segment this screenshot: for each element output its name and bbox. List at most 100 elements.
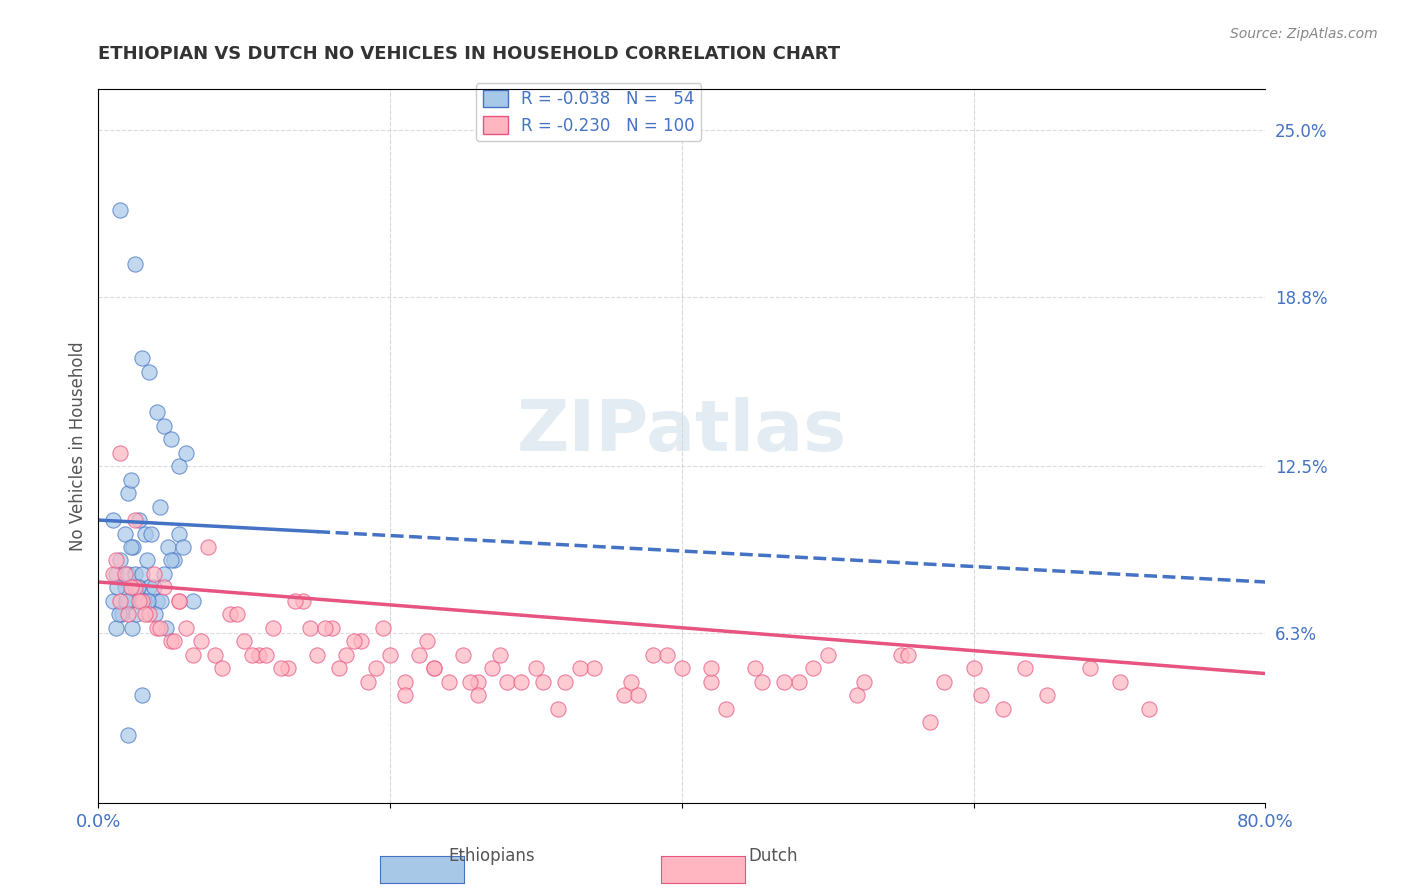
Point <box>423 661 446 675</box>
Point <box>110 553 132 567</box>
Point <box>101 513 124 527</box>
Point <box>115 594 138 608</box>
Point <box>700 661 723 675</box>
Point <box>122 540 145 554</box>
Point <box>890 648 912 662</box>
Point <box>233 634 256 648</box>
Point <box>657 648 679 662</box>
Point <box>124 566 146 581</box>
Point <box>120 473 142 487</box>
Point <box>138 365 160 379</box>
Point <box>1080 661 1102 675</box>
Point <box>641 648 664 662</box>
Point <box>321 621 343 635</box>
Point <box>394 688 416 702</box>
Point <box>132 594 155 608</box>
Point <box>134 607 156 622</box>
Point <box>547 701 569 715</box>
Point <box>114 580 136 594</box>
Point <box>307 648 329 662</box>
Point <box>1108 674 1130 689</box>
Point <box>128 513 150 527</box>
Point <box>181 594 204 608</box>
Point <box>714 701 737 715</box>
Point <box>787 674 810 689</box>
Point <box>918 714 941 729</box>
Point <box>124 580 146 594</box>
Point <box>991 701 1014 715</box>
Point <box>226 607 249 622</box>
Point <box>128 594 150 608</box>
Point <box>364 661 387 675</box>
Point <box>167 594 190 608</box>
Point <box>117 729 139 743</box>
Point <box>131 566 153 581</box>
Point <box>481 661 503 675</box>
Point <box>314 621 336 635</box>
Point <box>142 580 165 594</box>
Point <box>350 634 373 648</box>
Point <box>801 661 824 675</box>
Point <box>328 661 350 675</box>
Point <box>131 594 153 608</box>
Point <box>142 566 165 581</box>
Point <box>104 553 127 567</box>
Point <box>110 203 132 218</box>
Point <box>197 540 219 554</box>
Y-axis label: No Vehicles in Household: No Vehicles in Household <box>69 341 87 551</box>
Point <box>1137 701 1160 715</box>
Point <box>394 674 416 689</box>
Point <box>423 661 446 675</box>
Point <box>108 607 131 622</box>
Point <box>583 661 606 675</box>
Point <box>773 674 796 689</box>
Point <box>143 607 166 622</box>
Point <box>157 540 180 554</box>
Point <box>146 594 169 608</box>
Point <box>153 580 176 594</box>
Point <box>104 566 127 581</box>
Point <box>247 648 270 662</box>
Point <box>744 661 766 675</box>
Point <box>568 661 591 675</box>
Point <box>270 661 292 675</box>
Point <box>153 566 176 581</box>
Point <box>135 553 157 567</box>
Point <box>218 607 240 622</box>
Point <box>378 648 402 662</box>
Text: Ethiopians: Ethiopians <box>449 847 536 865</box>
Point <box>149 621 172 635</box>
Point <box>125 607 148 622</box>
Point <box>415 634 437 648</box>
Point <box>467 688 489 702</box>
Text: ETHIOPIAN VS DUTCH NO VEHICLES IN HOUSEHOLD CORRELATION CHART: ETHIOPIAN VS DUTCH NO VEHICLES IN HOUSEH… <box>98 45 841 62</box>
Point <box>120 540 142 554</box>
Point <box>146 405 169 419</box>
Point <box>139 526 162 541</box>
Point <box>671 661 693 675</box>
Point <box>335 648 357 662</box>
Point <box>190 634 212 648</box>
Point <box>970 688 993 702</box>
Point <box>343 634 366 648</box>
Point <box>853 674 876 689</box>
Point <box>146 621 169 635</box>
Point <box>121 621 143 635</box>
Point <box>174 446 197 460</box>
Point <box>167 526 190 541</box>
Point <box>371 621 394 635</box>
Point <box>120 580 142 594</box>
Point <box>150 594 173 608</box>
Point <box>138 607 160 622</box>
Point <box>291 594 314 608</box>
Point <box>114 526 136 541</box>
Point <box>111 607 134 622</box>
Point <box>240 648 263 662</box>
Point <box>110 594 132 608</box>
Point <box>163 634 186 648</box>
Point <box>488 648 510 662</box>
Point <box>117 607 139 622</box>
Point <box>277 661 299 675</box>
Point <box>531 674 554 689</box>
Point <box>117 566 139 581</box>
